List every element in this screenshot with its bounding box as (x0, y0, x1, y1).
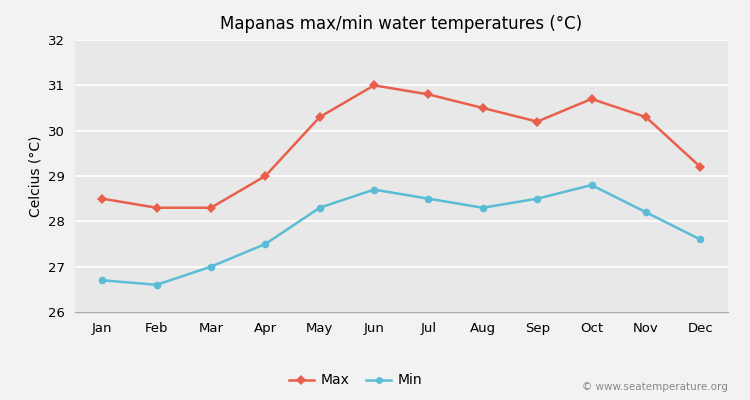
Min (206, 264, 215, 269)
Max (370, 83, 379, 88)
Max (261, 174, 270, 178)
Max (206, 205, 215, 210)
Line: Min: Min (98, 181, 704, 289)
Min (152, 282, 161, 287)
Legend: Max, Min: Max, Min (283, 368, 428, 393)
Min (587, 183, 596, 188)
Min (696, 237, 705, 242)
Min (261, 242, 270, 246)
Text: © www.seatemperature.org: © www.seatemperature.org (582, 382, 728, 392)
Max (587, 96, 596, 101)
Title: Mapanas max/min water temperatures (°C): Mapanas max/min water temperatures (°C) (220, 15, 582, 33)
Min (478, 205, 488, 210)
Min (98, 278, 106, 283)
Min (641, 210, 650, 215)
Max (532, 119, 542, 124)
Max (696, 164, 705, 169)
Line: Max: Max (98, 82, 704, 212)
Min (315, 205, 324, 210)
Max (98, 196, 106, 201)
Y-axis label: Celcius (°C): Celcius (°C) (28, 135, 43, 217)
Min (370, 187, 379, 192)
Max (641, 115, 650, 120)
Min (532, 196, 542, 201)
Max (424, 92, 433, 97)
Max (478, 106, 488, 110)
Max (315, 115, 324, 120)
Max (152, 205, 161, 210)
Min (424, 196, 433, 201)
